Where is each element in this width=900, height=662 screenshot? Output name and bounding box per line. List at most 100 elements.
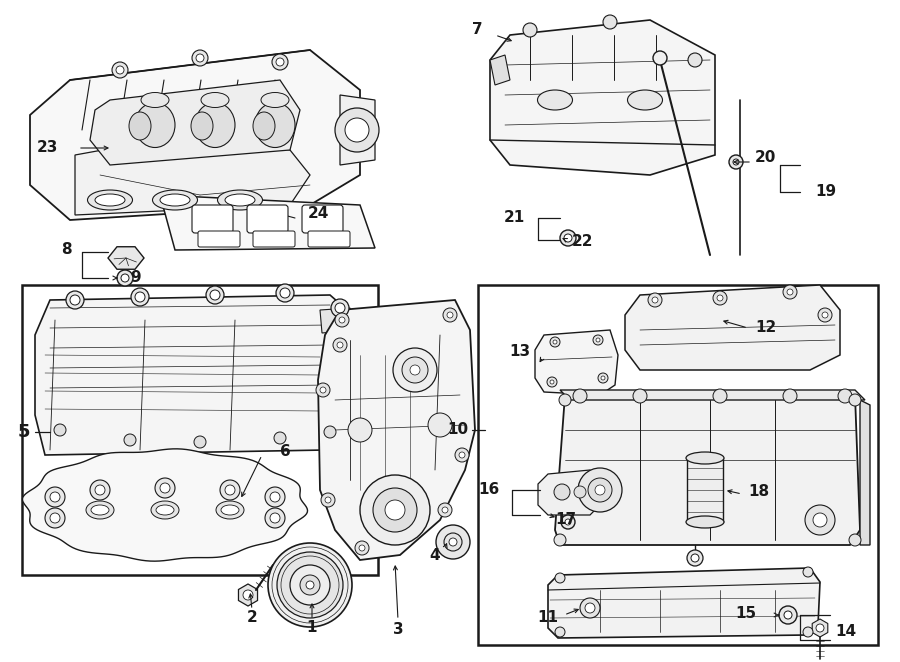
Polygon shape (490, 55, 510, 85)
Circle shape (117, 270, 133, 286)
Circle shape (578, 468, 622, 512)
Circle shape (653, 51, 667, 65)
Circle shape (688, 53, 702, 67)
Ellipse shape (686, 452, 724, 464)
Circle shape (210, 290, 220, 300)
Text: 20: 20 (755, 150, 777, 166)
FancyBboxPatch shape (198, 231, 240, 247)
Circle shape (633, 389, 647, 403)
Circle shape (729, 155, 743, 169)
Ellipse shape (152, 190, 197, 210)
Circle shape (265, 487, 285, 507)
Circle shape (564, 234, 572, 242)
Circle shape (335, 313, 349, 327)
Polygon shape (108, 247, 144, 269)
Ellipse shape (221, 505, 239, 515)
Circle shape (270, 492, 280, 502)
Circle shape (220, 480, 240, 500)
Ellipse shape (160, 194, 190, 206)
Circle shape (588, 478, 612, 502)
Circle shape (116, 66, 124, 74)
Polygon shape (35, 295, 370, 455)
Polygon shape (490, 20, 715, 175)
Circle shape (355, 541, 369, 555)
Circle shape (348, 418, 372, 442)
Text: 18: 18 (748, 485, 770, 500)
Circle shape (410, 365, 420, 375)
Circle shape (459, 452, 465, 458)
Text: 16: 16 (479, 483, 500, 498)
Bar (22, 285, 378, 575)
Circle shape (436, 525, 470, 559)
Circle shape (385, 500, 405, 520)
Ellipse shape (201, 93, 229, 107)
Circle shape (243, 590, 253, 600)
Ellipse shape (129, 112, 151, 140)
Circle shape (803, 627, 813, 637)
Circle shape (713, 389, 727, 403)
Ellipse shape (627, 90, 662, 110)
Circle shape (596, 338, 600, 342)
Circle shape (50, 492, 60, 502)
Circle shape (335, 303, 345, 313)
Polygon shape (548, 568, 820, 638)
Circle shape (560, 230, 576, 246)
Circle shape (196, 54, 204, 62)
Circle shape (95, 485, 105, 495)
Polygon shape (238, 584, 257, 606)
Circle shape (713, 291, 727, 305)
Circle shape (121, 274, 129, 282)
FancyBboxPatch shape (253, 231, 295, 247)
Circle shape (523, 23, 537, 37)
Circle shape (335, 108, 379, 152)
Circle shape (270, 513, 280, 523)
Circle shape (320, 387, 326, 393)
Circle shape (155, 478, 175, 498)
Circle shape (554, 484, 570, 500)
Polygon shape (535, 330, 618, 395)
Circle shape (813, 513, 827, 527)
Circle shape (783, 389, 797, 403)
Text: 23: 23 (37, 140, 58, 156)
Text: 7: 7 (472, 23, 483, 38)
Circle shape (554, 534, 566, 546)
FancyBboxPatch shape (247, 205, 288, 233)
Circle shape (601, 376, 605, 380)
Circle shape (849, 394, 861, 406)
Circle shape (268, 543, 352, 627)
Circle shape (70, 295, 80, 305)
Circle shape (555, 627, 565, 637)
Circle shape (225, 485, 235, 495)
Text: 19: 19 (815, 185, 836, 199)
Circle shape (45, 487, 65, 507)
Text: 12: 12 (755, 320, 776, 334)
Polygon shape (555, 395, 860, 545)
Circle shape (805, 505, 835, 535)
Circle shape (449, 538, 457, 546)
Ellipse shape (95, 194, 125, 206)
Bar (478, 285, 878, 645)
Circle shape (733, 159, 739, 165)
Circle shape (559, 394, 571, 406)
Circle shape (573, 389, 587, 403)
Text: 15: 15 (735, 606, 756, 620)
Circle shape (325, 497, 331, 503)
Text: 13: 13 (508, 344, 530, 359)
Circle shape (803, 567, 813, 577)
Circle shape (784, 611, 792, 619)
Circle shape (300, 575, 320, 595)
Circle shape (595, 485, 605, 495)
Circle shape (580, 598, 600, 618)
Circle shape (783, 285, 797, 299)
Ellipse shape (156, 505, 174, 515)
Ellipse shape (225, 194, 255, 206)
FancyBboxPatch shape (308, 231, 350, 247)
Polygon shape (320, 308, 355, 333)
Circle shape (160, 483, 170, 493)
Circle shape (428, 413, 452, 437)
Circle shape (333, 338, 347, 352)
Circle shape (373, 488, 417, 532)
Polygon shape (30, 50, 360, 220)
Text: 14: 14 (835, 624, 856, 639)
Circle shape (276, 284, 294, 302)
